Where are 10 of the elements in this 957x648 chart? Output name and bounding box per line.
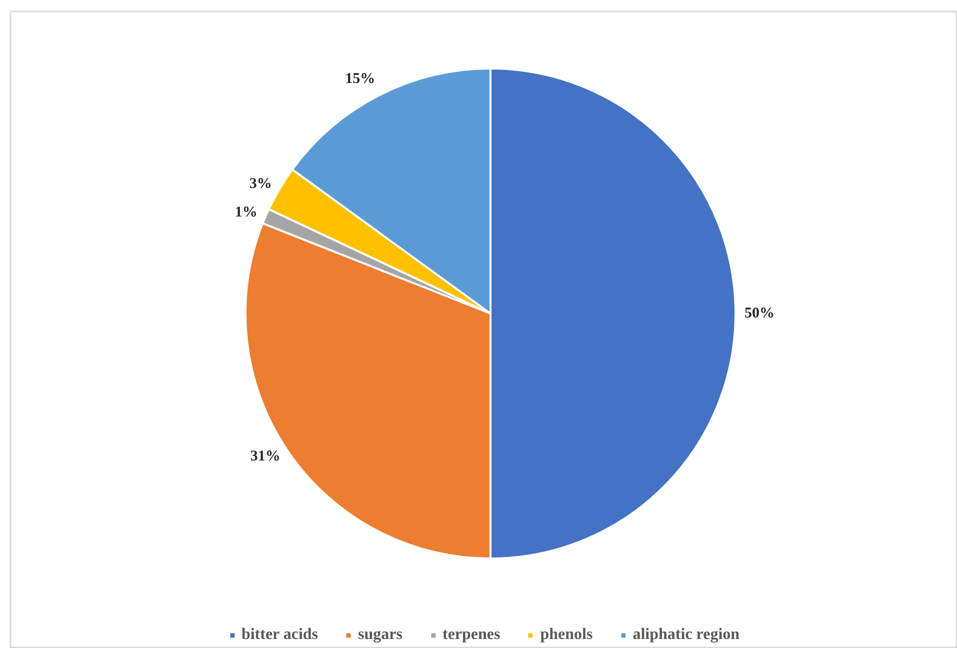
legend-label: aliphatic region bbox=[632, 626, 740, 644]
data-label: 15% bbox=[345, 71, 376, 88]
data-label: 3% bbox=[249, 176, 272, 192]
data-label: 31% bbox=[250, 448, 280, 464]
data-label: 50% bbox=[744, 306, 774, 322]
legend-label: phenols bbox=[540, 626, 593, 644]
legend-label: terpenes bbox=[442, 626, 500, 644]
data-label: 1% bbox=[234, 204, 258, 221]
legend-label: bitter acids bbox=[241, 626, 318, 644]
legend-label: sugars bbox=[358, 626, 402, 644]
